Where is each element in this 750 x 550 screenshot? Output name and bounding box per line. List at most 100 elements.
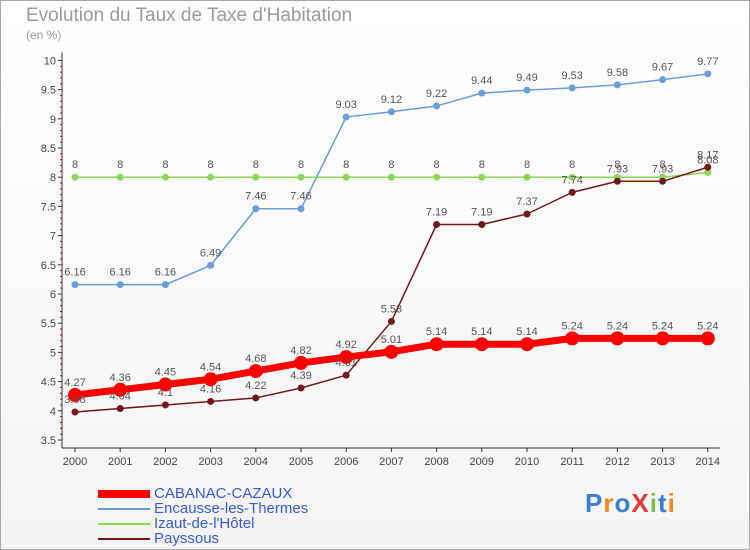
data-label: 8 (434, 159, 440, 171)
data-point (207, 173, 215, 181)
data-point (433, 102, 441, 110)
data-label: 5.24 (561, 320, 582, 332)
y-tick-label: 5 (50, 347, 56, 359)
data-point (523, 173, 531, 181)
x-tick-label: 2010 (515, 456, 539, 468)
legend-swatch (98, 507, 150, 510)
data-point (252, 205, 260, 213)
data-point (161, 401, 169, 409)
legend-label: Payssous (154, 530, 220, 547)
data-label: 9.12 (381, 94, 402, 106)
data-point (203, 372, 218, 387)
series-payssous (71, 163, 712, 416)
data-label: 5.24 (607, 320, 628, 332)
data-point (659, 76, 667, 84)
data-label: 6.16 (109, 267, 130, 279)
data-label: 8.08 (697, 155, 718, 167)
x-tick-label: 2014 (696, 456, 720, 468)
data-point (252, 394, 260, 402)
data-point (565, 331, 580, 346)
x-tick-label: 2000 (63, 456, 87, 468)
legend-swatch (98, 522, 150, 525)
data-label: 5.14 (471, 326, 492, 338)
data-label: 8 (72, 159, 78, 171)
data-label: 6.16 (64, 267, 85, 279)
x-tick-label: 2007 (379, 456, 403, 468)
data-point (659, 177, 667, 185)
data-point (342, 371, 350, 379)
data-point (294, 355, 308, 370)
x-tick-label: 2003 (198, 456, 222, 468)
legend-label: CABANAC-CAZAUX (154, 485, 293, 502)
data-point (207, 397, 215, 405)
y-tick-label: 4.5 (41, 377, 56, 389)
data-point (342, 173, 350, 181)
data-point (700, 331, 715, 346)
data-point (71, 173, 79, 181)
data-point (158, 377, 173, 392)
data-point (568, 188, 576, 196)
proxiti-logo: ProXiti (585, 488, 676, 519)
data-label: 7.19 (471, 207, 492, 219)
logo-letter: X (631, 488, 650, 518)
data-point (113, 382, 128, 397)
data-point (342, 113, 350, 121)
data-label: 8 (298, 159, 304, 171)
data-point (252, 173, 260, 181)
x-tick-label: 2013 (650, 456, 674, 468)
data-label: 9.22 (426, 88, 447, 100)
data-point (161, 281, 169, 289)
data-label: 7.46 (245, 191, 266, 203)
data-point (116, 281, 124, 289)
legend-item: Izaut-de-l'Hôtel (98, 516, 308, 531)
data-point (478, 173, 486, 181)
data-point (116, 404, 124, 412)
data-label: 4.92 (335, 339, 356, 351)
data-point (71, 408, 79, 416)
data-label: 7.37 (516, 196, 537, 208)
data-point (71, 281, 79, 289)
data-label: 9.44 (471, 75, 492, 87)
logo-letter: t (657, 488, 668, 518)
logo-letter: o (614, 488, 632, 518)
data-point (655, 331, 670, 346)
data-point (568, 173, 576, 181)
data-label: 7.74 (561, 174, 582, 186)
data-label: 8 (614, 159, 620, 171)
data-point (520, 337, 534, 352)
data-label: 8 (343, 159, 349, 171)
data-point (387, 108, 395, 116)
y-tick-label: 8.5 (41, 143, 56, 155)
data-label: 8.17 (697, 149, 718, 161)
y-tick-label: 7.5 (41, 201, 56, 213)
data-label: 8 (162, 159, 168, 171)
legend-item: Payssous (98, 531, 308, 546)
data-label: 8 (388, 159, 394, 171)
data-point (568, 84, 576, 92)
data-label: 4.54 (200, 361, 221, 373)
x-tick-label: 2002 (153, 456, 177, 468)
y-tick-label: 9.5 (41, 85, 56, 97)
data-point (610, 331, 625, 346)
data-label: 9.67 (652, 62, 673, 74)
data-label: 4.16 (200, 383, 221, 395)
data-label: 5.14 (426, 326, 447, 338)
data-label: 9.77 (697, 56, 718, 68)
data-label: 5.24 (652, 320, 673, 332)
data-label: 4.27 (64, 377, 85, 389)
data-label: 4.45 (155, 367, 176, 379)
series-cabanac-cazaux (68, 331, 715, 403)
legend-swatch (98, 489, 150, 498)
data-point (68, 388, 82, 403)
data-point (704, 169, 712, 177)
x-tick-label: 2001 (108, 456, 132, 468)
data-label: 8 (208, 159, 214, 171)
y-tick-label: 6.5 (41, 260, 56, 272)
data-label: 5.24 (697, 320, 718, 332)
data-label: 8 (569, 159, 575, 171)
y-tick-label: 7 (50, 231, 56, 243)
data-label: 8 (479, 159, 485, 171)
data-point (523, 86, 531, 94)
